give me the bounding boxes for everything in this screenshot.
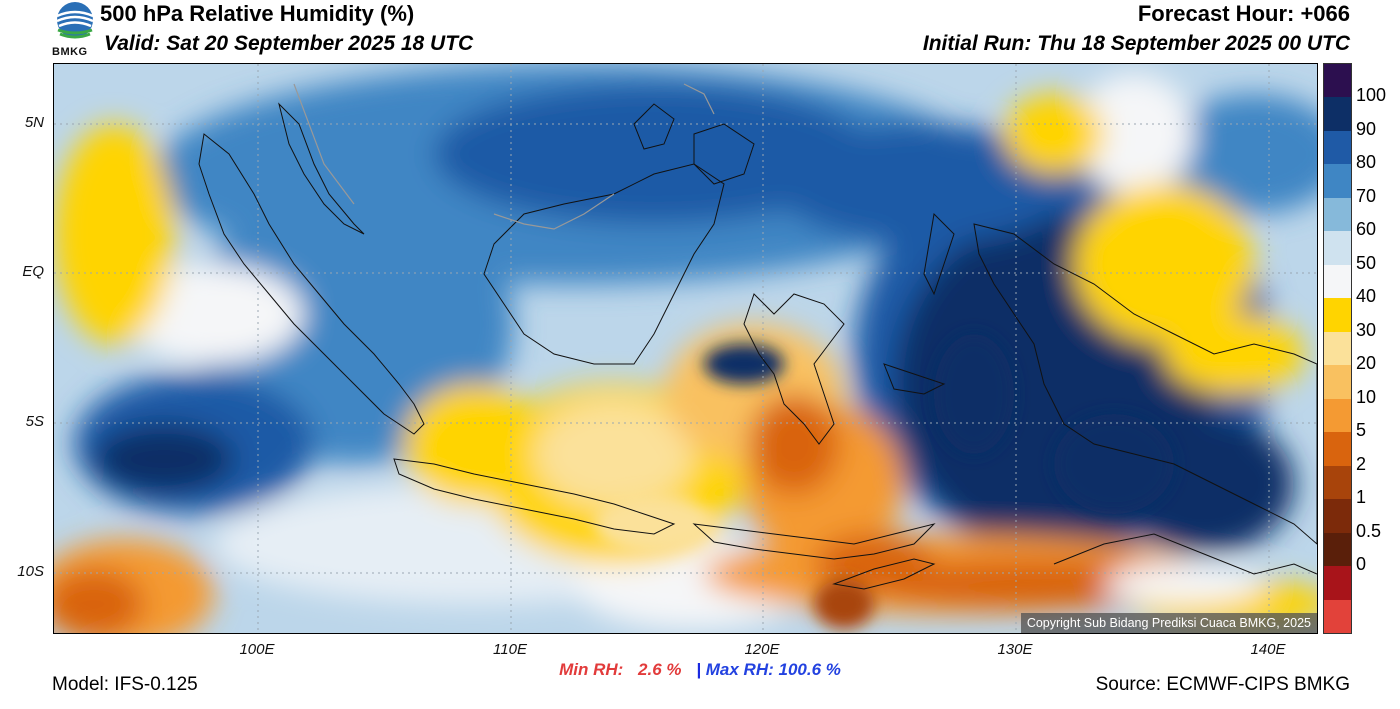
colorbar-segment	[1324, 465, 1351, 500]
colorbar	[1323, 63, 1352, 634]
colorbar-label: 1	[1356, 487, 1367, 508]
lon-label-110e: 110E	[493, 641, 527, 658]
min-rh-label: Min RH:	[559, 660, 624, 679]
bmkg-logo	[50, 0, 100, 60]
initial-run: Initial Run: Thu 18 September 2025 00 UT…	[922, 32, 1350, 55]
colorbar-segment	[1324, 398, 1351, 433]
lon-label-130e: 130E	[997, 641, 1033, 658]
colorbar-label: 20	[1356, 353, 1377, 374]
colorbar-label: 100	[1356, 85, 1387, 106]
colorbar-segment	[1324, 365, 1351, 399]
source-label: Source: ECMWF-CIPS BMKG	[1095, 674, 1350, 695]
colorbar-label: 10	[1356, 386, 1377, 407]
colorbar-segment	[1324, 231, 1351, 265]
colorbar-segment	[1324, 331, 1351, 366]
coastlines	[198, 102, 1317, 590]
graticule	[54, 64, 1317, 633]
copyright-notice: Copyright Sub Bidang Prediksi Cuaca BMKG…	[1020, 613, 1317, 633]
lon-label-120e: 120E	[744, 641, 780, 658]
colorbar-segment	[1324, 164, 1351, 198]
colorbar-label: 60	[1356, 219, 1377, 240]
lat-label-eq: EQ	[22, 263, 44, 280]
colorbar-segment	[1324, 130, 1351, 165]
min-max-separator: |	[696, 660, 702, 679]
colorbar-label: 0	[1356, 554, 1367, 575]
country-borders	[293, 83, 715, 230]
colorbar-segment	[1324, 97, 1351, 131]
max-rh-value: 100.6 %	[778, 660, 841, 679]
chart-title: 500 hPa Relative Humidity (%)	[100, 1, 415, 26]
model-label: Model: IFS-0.125	[52, 674, 198, 695]
colorbar-label: 80	[1356, 152, 1377, 173]
colorbar-label: 90	[1356, 118, 1377, 139]
lon-label-140e: 140E	[1250, 641, 1286, 658]
colorbar-segment	[1324, 432, 1351, 466]
colorbar-label: 30	[1356, 319, 1377, 340]
colorbar-segment	[1324, 64, 1351, 98]
colorbar-label: 2	[1356, 453, 1367, 474]
min-rh-value: 2.6 %	[638, 660, 682, 679]
colorbar-label: 70	[1356, 185, 1377, 206]
min-max-readout: Min RH: 2.6 % | Max RH: 100.6 %	[0, 660, 1400, 680]
colorbar-label: 0.5	[1356, 520, 1382, 541]
colorbar-segment	[1324, 298, 1351, 332]
colorbar-segment	[1324, 499, 1351, 533]
colorbar-label: 50	[1356, 252, 1377, 273]
forecast-hour: Forecast Hour: +066	[1137, 1, 1350, 26]
humidity-field	[54, 64, 1317, 633]
valid-time: Valid: Sat 20 September 2025 18 UTC	[104, 32, 474, 55]
lon-label-100e: 100E	[239, 641, 275, 658]
colorbar-segment	[1324, 264, 1351, 299]
colorbar-segment	[1324, 197, 1351, 232]
colorbar-label: 5	[1356, 420, 1367, 441]
lat-label-10s: 10S	[17, 563, 44, 580]
colorbar-segment	[1324, 566, 1351, 600]
colorbar-segment	[1324, 599, 1351, 633]
max-rh-label: Max RH:	[705, 660, 774, 679]
humidity-map: Copyright Sub Bidang Prediksi Cuaca BMKG…	[53, 63, 1318, 634]
lat-label-5s: 5S	[25, 413, 44, 430]
colorbar-label: 40	[1356, 286, 1377, 307]
colorbar-segment	[1324, 532, 1351, 567]
lat-label-5n: 5N	[24, 114, 44, 131]
logo-text: BMKG	[52, 46, 88, 58]
